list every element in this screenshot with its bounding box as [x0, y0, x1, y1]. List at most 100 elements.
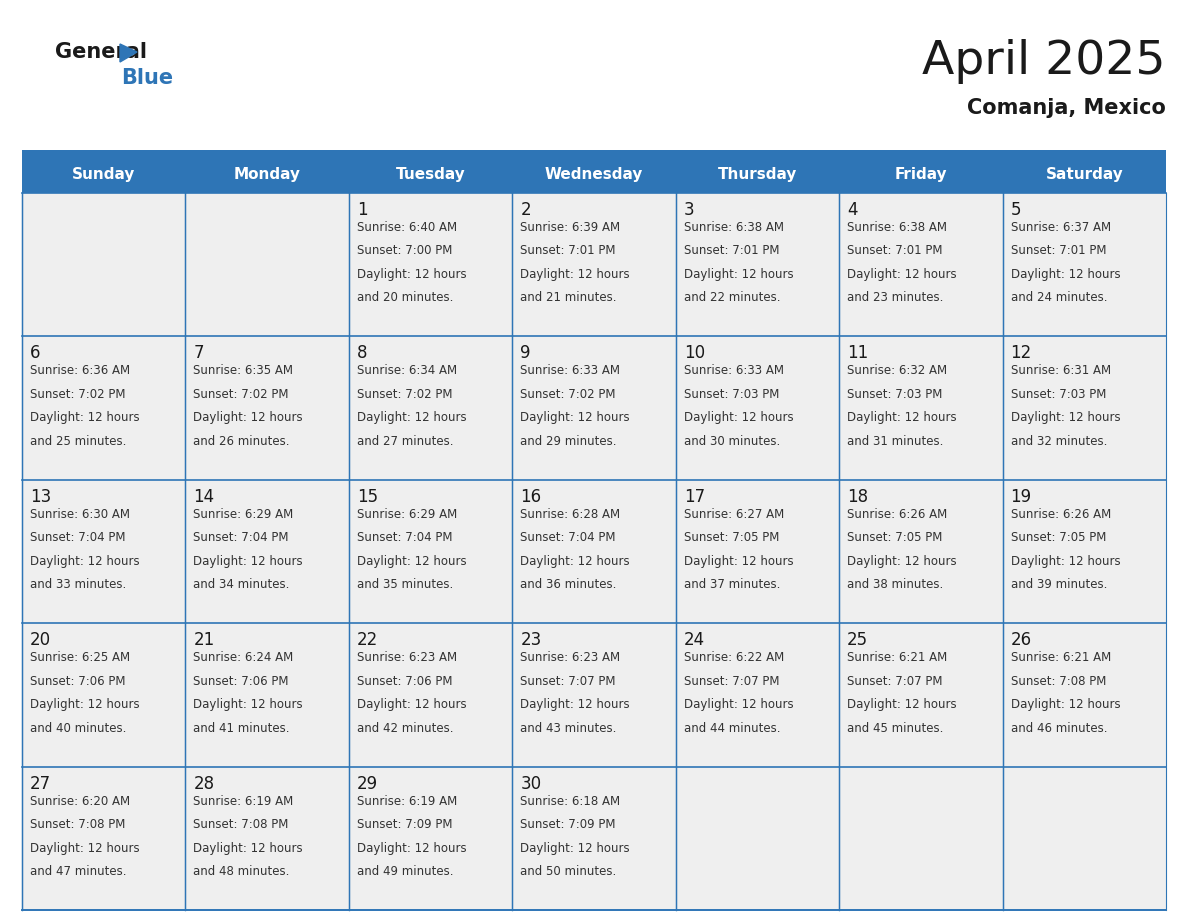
Text: Sunrise: 6:36 AM: Sunrise: 6:36 AM	[30, 364, 131, 377]
Text: and 23 minutes.: and 23 minutes.	[847, 291, 943, 305]
Text: Sunset: 7:02 PM: Sunset: 7:02 PM	[520, 388, 615, 401]
Text: and 44 minutes.: and 44 minutes.	[684, 722, 781, 734]
Text: Sunrise: 6:40 AM: Sunrise: 6:40 AM	[356, 221, 457, 234]
Bar	[23, 150, 1165, 155]
Text: Sunrise: 6:18 AM: Sunrise: 6:18 AM	[520, 795, 620, 808]
Text: Sunrise: 6:23 AM: Sunrise: 6:23 AM	[356, 651, 457, 665]
Text: Daylight: 12 hours: Daylight: 12 hours	[356, 554, 467, 567]
Text: Comanja, Mexico: Comanja, Mexico	[967, 98, 1165, 118]
Text: Sunset: 7:08 PM: Sunset: 7:08 PM	[30, 818, 126, 831]
Bar	[512, 480, 676, 623]
Text: Daylight: 12 hours: Daylight: 12 hours	[847, 554, 956, 567]
Text: 6: 6	[30, 344, 40, 363]
Text: Sunrise: 6:21 AM: Sunrise: 6:21 AM	[847, 651, 947, 665]
Bar	[676, 480, 839, 623]
Text: Daylight: 12 hours: Daylight: 12 hours	[847, 411, 956, 424]
Text: 11: 11	[847, 344, 868, 363]
Text: 13: 13	[30, 487, 51, 506]
Text: Daylight: 12 hours: Daylight: 12 hours	[356, 268, 467, 281]
Text: and 50 minutes.: and 50 minutes.	[520, 865, 617, 878]
Text: 29: 29	[356, 775, 378, 792]
Text: 17: 17	[684, 487, 704, 506]
Text: Sunset: 7:06 PM: Sunset: 7:06 PM	[30, 675, 126, 688]
Text: 20: 20	[30, 632, 51, 649]
Text: and 45 minutes.: and 45 minutes.	[847, 722, 943, 734]
Polygon shape	[120, 44, 137, 62]
Text: Daylight: 12 hours: Daylight: 12 hours	[684, 411, 794, 424]
Text: and 40 minutes.: and 40 minutes.	[30, 722, 126, 734]
Text: Sunset: 7:02 PM: Sunset: 7:02 PM	[356, 388, 453, 401]
Bar	[1003, 336, 1165, 480]
Bar	[839, 336, 1003, 480]
Text: Sunset: 7:06 PM: Sunset: 7:06 PM	[194, 675, 289, 688]
Text: Sunrise: 6:29 AM: Sunrise: 6:29 AM	[194, 508, 293, 521]
Bar	[349, 480, 512, 623]
Text: 27: 27	[30, 775, 51, 792]
Bar	[1003, 623, 1165, 767]
Bar	[512, 623, 676, 767]
Text: 4: 4	[847, 201, 858, 219]
Text: Thursday: Thursday	[718, 166, 797, 182]
Text: General: General	[55, 42, 147, 62]
Text: Daylight: 12 hours: Daylight: 12 hours	[1011, 554, 1120, 567]
Text: and 41 minutes.: and 41 minutes.	[194, 722, 290, 734]
Text: 10: 10	[684, 344, 704, 363]
Text: Daylight: 12 hours: Daylight: 12 hours	[194, 554, 303, 567]
Bar	[23, 767, 185, 910]
Text: Daylight: 12 hours: Daylight: 12 hours	[520, 268, 630, 281]
Bar	[839, 767, 1003, 910]
Text: Sunrise: 6:31 AM: Sunrise: 6:31 AM	[1011, 364, 1111, 377]
Text: and 22 minutes.: and 22 minutes.	[684, 291, 781, 305]
Text: Sunset: 7:03 PM: Sunset: 7:03 PM	[684, 388, 779, 401]
Text: Sunset: 7:02 PM: Sunset: 7:02 PM	[194, 388, 289, 401]
Bar	[512, 767, 676, 910]
Text: Sunrise: 6:33 AM: Sunrise: 6:33 AM	[684, 364, 784, 377]
Text: and 30 minutes.: and 30 minutes.	[684, 435, 781, 448]
Text: Sunrise: 6:23 AM: Sunrise: 6:23 AM	[520, 651, 620, 665]
Text: Sunset: 7:09 PM: Sunset: 7:09 PM	[520, 818, 615, 831]
Text: Daylight: 12 hours: Daylight: 12 hours	[356, 699, 467, 711]
Text: Sunday: Sunday	[72, 166, 135, 182]
Text: Sunset: 7:05 PM: Sunset: 7:05 PM	[1011, 532, 1106, 544]
Text: Daylight: 12 hours: Daylight: 12 hours	[684, 268, 794, 281]
Text: Sunrise: 6:19 AM: Sunrise: 6:19 AM	[356, 795, 457, 808]
Text: Sunset: 7:09 PM: Sunset: 7:09 PM	[356, 818, 453, 831]
Text: Daylight: 12 hours: Daylight: 12 hours	[1011, 268, 1120, 281]
Text: Sunrise: 6:33 AM: Sunrise: 6:33 AM	[520, 364, 620, 377]
Bar	[23, 623, 185, 767]
Text: and 46 minutes.: and 46 minutes.	[1011, 722, 1107, 734]
Text: Sunset: 7:07 PM: Sunset: 7:07 PM	[847, 675, 942, 688]
Text: Daylight: 12 hours: Daylight: 12 hours	[194, 842, 303, 855]
Text: 8: 8	[356, 344, 367, 363]
Text: Sunrise: 6:26 AM: Sunrise: 6:26 AM	[847, 508, 947, 521]
Bar	[1003, 767, 1165, 910]
Text: and 35 minutes.: and 35 minutes.	[356, 578, 453, 591]
Bar	[839, 623, 1003, 767]
Text: Sunset: 7:07 PM: Sunset: 7:07 PM	[520, 675, 615, 688]
Text: Daylight: 12 hours: Daylight: 12 hours	[194, 699, 303, 711]
Bar	[676, 336, 839, 480]
Text: Wednesday: Wednesday	[545, 166, 643, 182]
Text: and 43 minutes.: and 43 minutes.	[520, 722, 617, 734]
Bar	[185, 767, 349, 910]
Text: Sunrise: 6:34 AM: Sunrise: 6:34 AM	[356, 364, 457, 377]
Text: Sunrise: 6:19 AM: Sunrise: 6:19 AM	[194, 795, 293, 808]
Text: and 33 minutes.: and 33 minutes.	[30, 578, 126, 591]
Text: Sunset: 7:04 PM: Sunset: 7:04 PM	[520, 532, 615, 544]
Text: Sunrise: 6:32 AM: Sunrise: 6:32 AM	[847, 364, 947, 377]
Text: Sunset: 7:01 PM: Sunset: 7:01 PM	[1011, 244, 1106, 257]
Text: Sunrise: 6:28 AM: Sunrise: 6:28 AM	[520, 508, 620, 521]
Text: Sunrise: 6:25 AM: Sunrise: 6:25 AM	[30, 651, 131, 665]
Text: 21: 21	[194, 632, 215, 649]
Text: 3: 3	[684, 201, 694, 219]
Text: Daylight: 12 hours: Daylight: 12 hours	[520, 699, 630, 711]
Text: Daylight: 12 hours: Daylight: 12 hours	[847, 699, 956, 711]
Bar	[185, 480, 349, 623]
Text: Sunset: 7:05 PM: Sunset: 7:05 PM	[684, 532, 779, 544]
Text: Daylight: 12 hours: Daylight: 12 hours	[684, 554, 794, 567]
Text: and 42 minutes.: and 42 minutes.	[356, 722, 454, 734]
Text: Daylight: 12 hours: Daylight: 12 hours	[1011, 699, 1120, 711]
Text: 14: 14	[194, 487, 215, 506]
Text: Sunset: 7:01 PM: Sunset: 7:01 PM	[684, 244, 779, 257]
Bar	[349, 193, 512, 336]
